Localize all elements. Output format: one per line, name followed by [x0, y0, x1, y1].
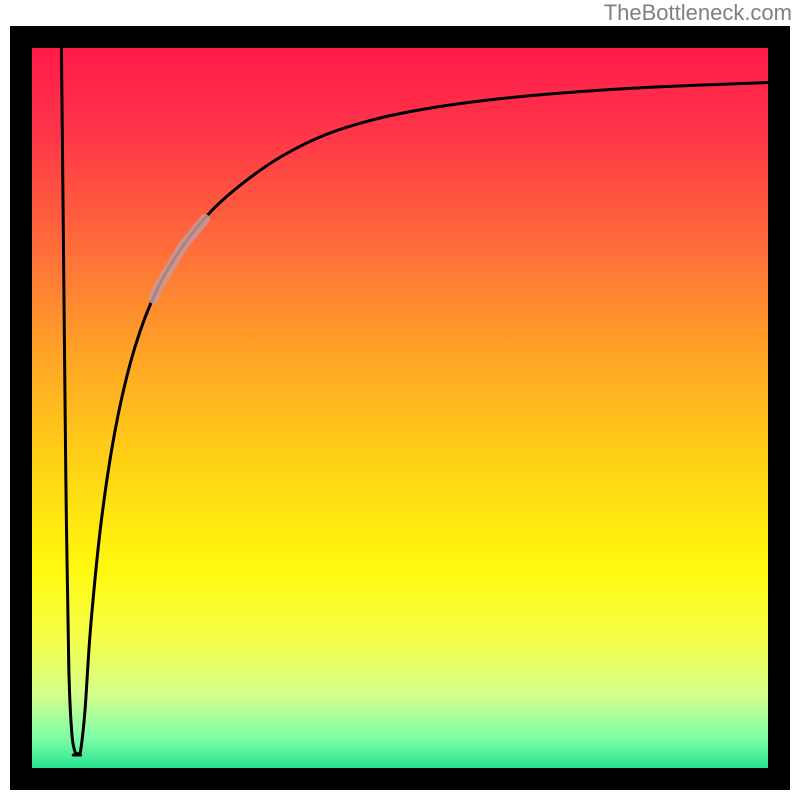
plot-background [32, 48, 768, 768]
chart-stage: TheBottleneck.com [0, 0, 800, 800]
watermark-text: TheBottleneck.com [604, 0, 792, 26]
chart-svg [0, 0, 800, 800]
